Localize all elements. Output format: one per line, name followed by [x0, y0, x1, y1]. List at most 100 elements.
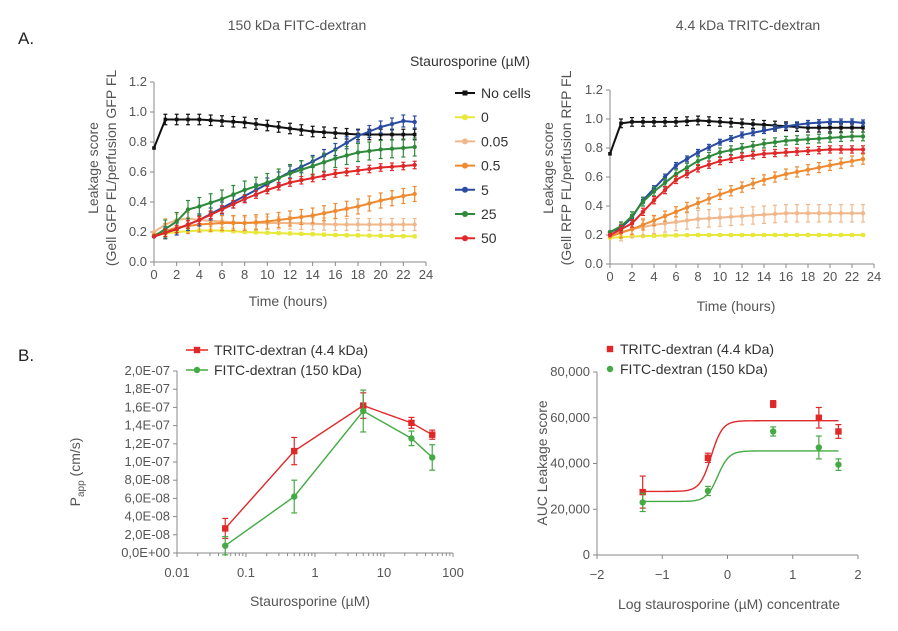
data-point — [641, 120, 645, 124]
data-point — [242, 220, 247, 226]
data-point — [321, 211, 327, 216]
data-point — [321, 221, 327, 227]
data-point — [333, 232, 338, 238]
data-point — [861, 125, 865, 130]
data-point — [815, 444, 823, 451]
data-point — [276, 217, 281, 223]
legend-item: No cells — [455, 85, 531, 101]
y-tick-label: 4,0E-08 — [124, 509, 170, 524]
x-tick-label: 16 — [328, 267, 342, 282]
data-point — [706, 216, 712, 221]
data-point — [355, 168, 361, 173]
series-line — [153, 229, 415, 238]
legend-swatch-marker — [462, 186, 468, 193]
x-tick-label: 18 — [801, 269, 815, 284]
y-tick-label: 60,000 — [550, 410, 590, 425]
data-point — [265, 187, 270, 193]
data-point — [728, 232, 734, 238]
data-point — [265, 230, 270, 235]
y-tick-label: 0.6 — [129, 164, 147, 179]
x-tick-label: 2 — [854, 567, 861, 582]
data-point — [401, 118, 406, 124]
y-tick-label: 0.0 — [585, 256, 603, 271]
data-point — [838, 211, 844, 216]
data-point — [849, 232, 855, 238]
legend-item: 25 — [455, 206, 497, 222]
x-tick-label: 10 — [377, 565, 391, 580]
data-point — [333, 222, 338, 227]
data-point — [717, 150, 723, 155]
data-point — [640, 199, 646, 204]
x-tick-label: 0 — [150, 267, 157, 282]
data-point — [662, 221, 668, 226]
data-point — [838, 232, 844, 238]
data-point — [704, 487, 712, 495]
data-point — [222, 542, 229, 549]
series-0.5 — [151, 185, 417, 240]
data-point — [231, 220, 236, 226]
data-point — [639, 488, 646, 496]
legend-swatch-marker — [462, 235, 468, 242]
data-point — [750, 232, 756, 238]
legend-label: 25 — [481, 206, 497, 222]
series-No-cells — [152, 113, 417, 150]
data-point — [728, 136, 734, 141]
data-point — [276, 184, 281, 189]
y-tick-label: 0.8 — [129, 134, 147, 149]
data-point — [242, 120, 247, 125]
data-point — [412, 162, 417, 168]
legend-swatch-marker — [606, 345, 614, 353]
data-point — [378, 132, 383, 137]
data-point — [662, 187, 668, 193]
data-point — [288, 126, 292, 131]
x-tick-label: 18 — [351, 267, 365, 282]
data-point — [717, 192, 723, 197]
series-fitc — [639, 426, 842, 513]
data-point — [860, 232, 866, 238]
data-point — [806, 125, 810, 130]
chart-b1-papp: Papp (cm/s) Staurosporine (µM) TRITC-dex… — [67, 342, 464, 609]
data-point — [287, 171, 293, 176]
x-tick-label: 6 — [672, 269, 679, 284]
data-point — [684, 156, 690, 162]
legend-item: 50 — [455, 230, 497, 246]
data-point — [401, 222, 406, 227]
data-point — [253, 230, 259, 235]
x-tick-label: 20 — [823, 269, 837, 284]
legend-item: FITC-dextran (150 kDa) — [606, 361, 768, 377]
x-tick-label: 10 — [260, 267, 274, 282]
data-point — [321, 173, 327, 178]
data-point — [174, 117, 179, 122]
data-point — [816, 232, 822, 238]
x-tick-label: 10 — [713, 269, 727, 284]
data-point — [355, 233, 361, 238]
data-point — [651, 218, 657, 223]
legend-swatch-marker — [462, 114, 468, 121]
data-point — [401, 163, 406, 169]
chart-b2-auc: AUC Leakage score Log staurosporine (µM)… — [534, 341, 862, 612]
data-point — [321, 160, 327, 165]
data-point — [378, 147, 383, 152]
data-point — [662, 213, 668, 219]
data-point — [197, 217, 202, 223]
data-point — [772, 211, 778, 217]
legend-item: FITC-dextran (150 kDa) — [186, 362, 362, 378]
series-0 — [151, 228, 417, 239]
data-point — [344, 206, 349, 211]
data-point — [816, 136, 822, 141]
data-point — [827, 135, 833, 141]
y-tick-label: 0.8 — [585, 140, 603, 155]
data-point — [344, 169, 349, 175]
data-point — [299, 214, 304, 220]
y-tick-label: 0.2 — [129, 224, 147, 239]
data-point — [265, 180, 270, 185]
data-point — [750, 181, 756, 186]
data-point — [197, 204, 202, 209]
data-point — [783, 138, 789, 143]
x-tick-label: 24 — [419, 267, 433, 282]
data-point — [816, 165, 822, 170]
data-point — [695, 166, 701, 171]
data-point — [242, 196, 247, 202]
data-point — [333, 156, 338, 161]
data-point — [750, 130, 756, 135]
